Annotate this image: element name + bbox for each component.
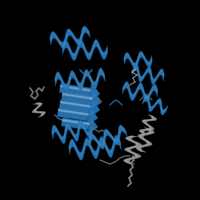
Polygon shape [62,39,108,61]
Polygon shape [142,95,168,115]
Polygon shape [52,120,92,144]
Polygon shape [122,81,158,102]
Polygon shape [61,118,90,130]
Polygon shape [91,91,102,110]
Polygon shape [32,103,45,117]
Polygon shape [55,68,105,91]
Polygon shape [136,128,154,152]
Polygon shape [139,115,157,135]
Polygon shape [61,92,93,105]
Polygon shape [89,99,100,118]
Polygon shape [58,109,88,115]
Polygon shape [89,83,100,102]
Polygon shape [62,93,92,99]
Polygon shape [88,117,98,134]
Polygon shape [60,101,90,107]
Polygon shape [123,136,142,164]
Polygon shape [69,135,121,160]
Polygon shape [50,26,90,49]
Polygon shape [60,85,90,91]
Polygon shape [87,107,98,126]
Polygon shape [59,84,91,97]
Polygon shape [59,100,91,113]
Polygon shape [62,120,89,125]
Polygon shape [89,125,127,149]
Polygon shape [132,64,164,85]
Polygon shape [124,51,152,69]
Polygon shape [57,108,89,121]
